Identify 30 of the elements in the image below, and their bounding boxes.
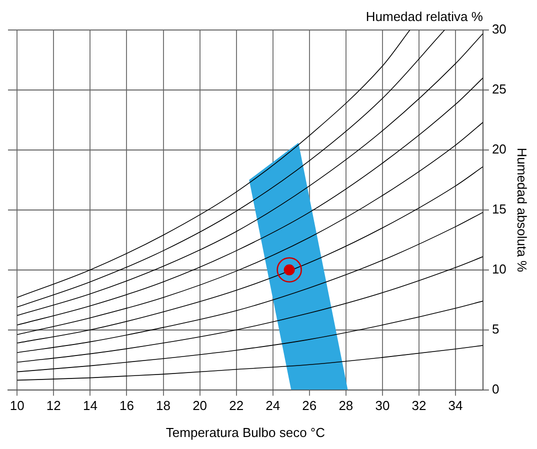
line-series [16,300,483,372]
line-series [16,122,483,336]
x-tick-label: 18 [156,398,171,414]
x-tick-label: 12 [46,398,61,414]
x-tick-label: 28 [338,398,354,414]
y-tick-label: 5 [492,321,500,336]
line-series [16,345,483,381]
x-tick-label: 16 [120,398,134,414]
x-tick-label: 34 [448,398,463,414]
y-tick-label: 30 [492,22,506,37]
x-tick-label: 10 [10,398,24,414]
x-tick-label: 20 [192,398,208,414]
x-tick-label: 32 [412,398,426,414]
y-tick-label: 10 [492,261,506,276]
y-tick-label: 15 [492,201,506,216]
x-tick-label: 14 [82,398,98,414]
line-series [16,212,483,354]
x-tick-label: 24 [266,398,280,414]
y-tick-label: 20 [492,142,506,157]
x-tick-label: 22 [229,398,244,414]
line-series [16,166,483,344]
y-axis-title: Humedad absoluta % [514,148,530,272]
text: Humedad relativa % [366,9,484,24]
y-tick-label: 25 [492,82,506,97]
y-tick-label: 0 [492,381,500,396]
line-series [16,256,483,363]
x-tick-label: 30 [375,398,390,414]
x-axis-title: Temperatura Bulbo seco °C [166,424,326,440]
line-series [16,78,483,326]
x-tick-label: 26 [302,398,317,414]
